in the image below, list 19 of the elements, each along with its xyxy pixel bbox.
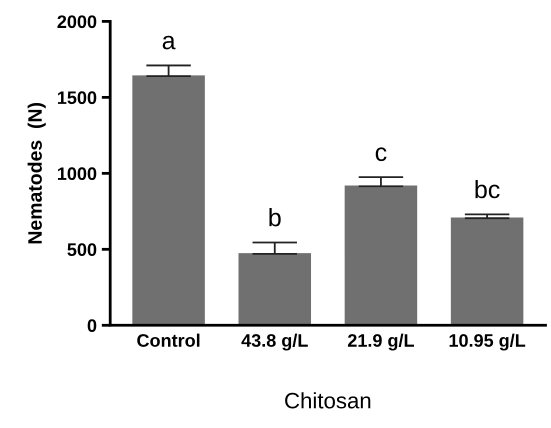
x-tick-label: 21.9 g/L (348, 334, 414, 351)
x-axis-title: Chitosan (285, 392, 370, 409)
y-tick-label: 500 (67, 243, 96, 256)
x-tick-label: 43.8 g/L (241, 334, 308, 351)
y-tick-label: 1500 (58, 91, 96, 104)
annotation: c (376, 147, 387, 162)
annotation: a (162, 36, 176, 50)
y-tick-label: 0 (88, 319, 96, 332)
x-tick-label: 10.95 g/L (450, 334, 526, 351)
x-tick-label: Control (137, 334, 200, 347)
y-tick-label: 2000 (57, 15, 96, 28)
bar (238, 253, 312, 326)
y-tick-label: 1000 (58, 167, 96, 180)
bar (450, 217, 524, 326)
annotation: bc (476, 180, 500, 198)
y-axis-title: Nematodes (N) (28, 102, 46, 244)
bar (132, 75, 205, 326)
annotation: b (269, 208, 281, 226)
bar (344, 186, 418, 326)
